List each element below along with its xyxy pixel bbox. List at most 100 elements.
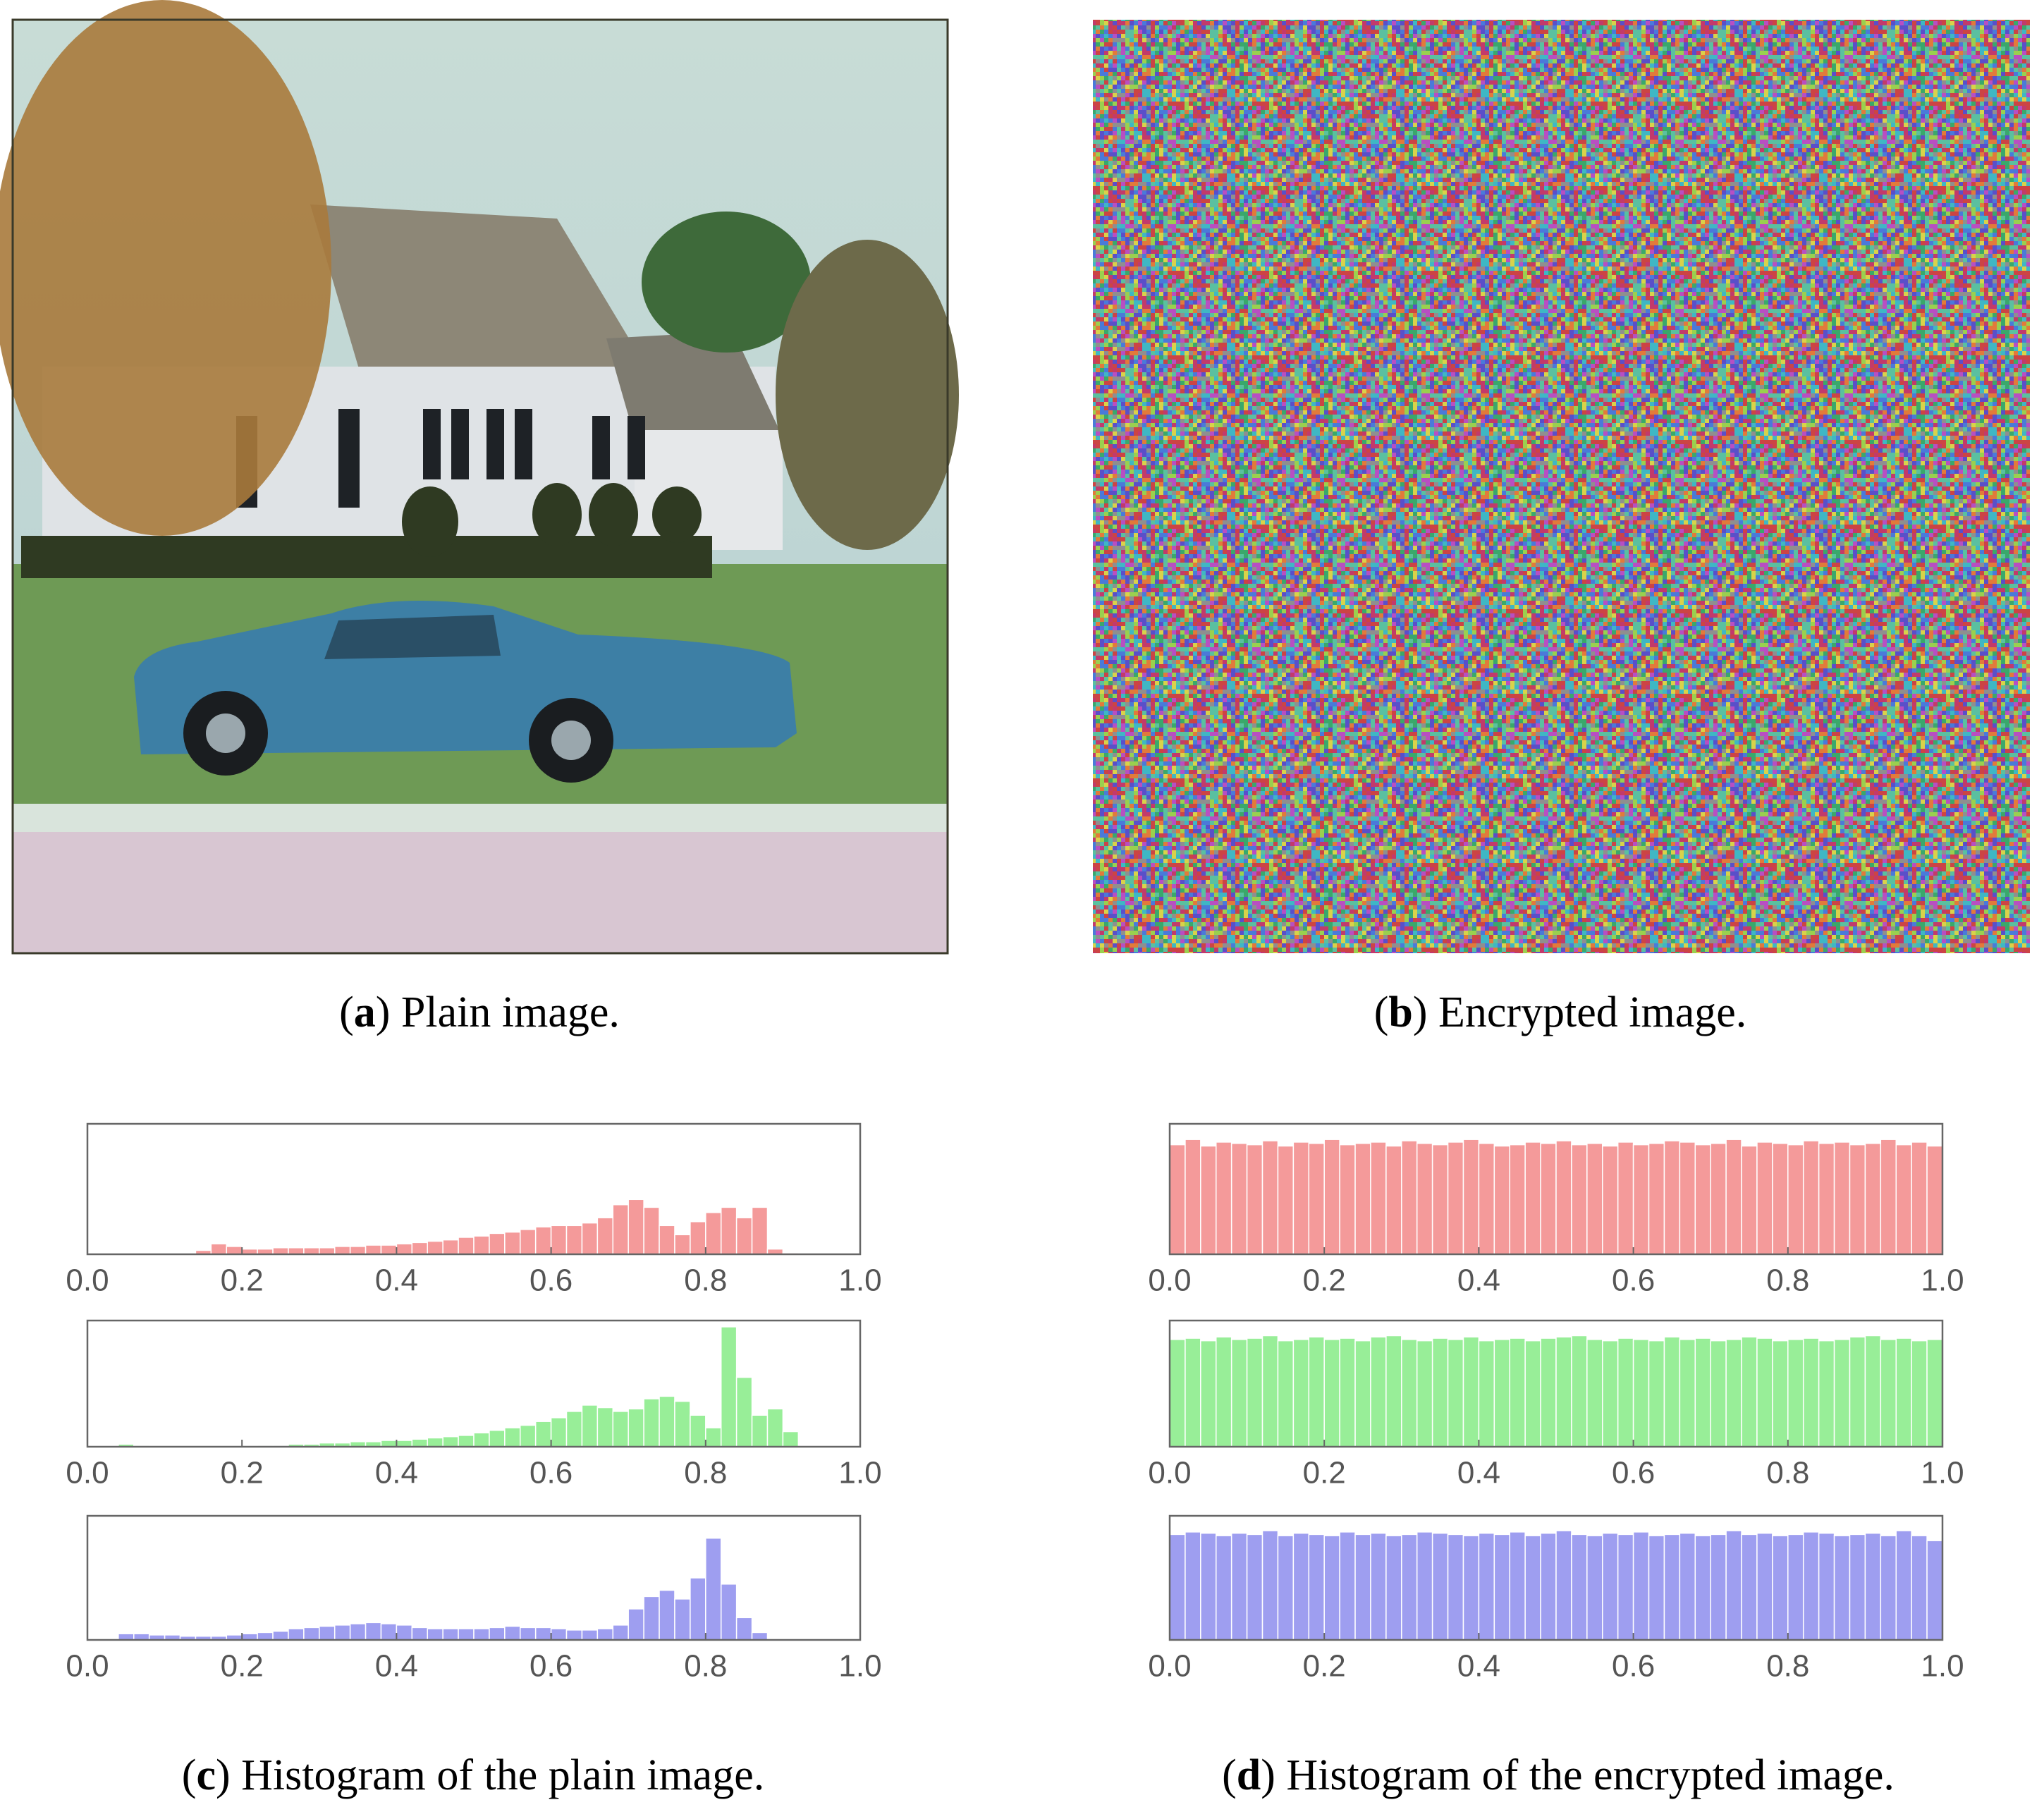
bar xyxy=(1926,1540,1943,1641)
bar xyxy=(735,1376,753,1447)
bar xyxy=(365,1244,382,1255)
border-strip xyxy=(13,804,948,832)
bar xyxy=(735,1217,753,1255)
bar xyxy=(1864,1143,1882,1255)
bar xyxy=(1602,1532,1619,1641)
trees xyxy=(0,0,959,550)
bar xyxy=(1509,1531,1526,1641)
histograms: 0.0 0.2 0.4 0.6 0.8 1.0 0.0 0.2 0.4 0.6 0.8 1.0 0.0 0… xyxy=(66,1122,1964,1684)
bar xyxy=(659,1589,675,1641)
bar xyxy=(1246,1144,1263,1255)
histogram: 0.0 0.2 0.4 0.6 0.8 1.0 xyxy=(66,1319,882,1490)
bar xyxy=(735,1617,753,1641)
caption-text: ) Histogram of the plain image. xyxy=(216,1751,764,1799)
x-tick-label: 0.8 xyxy=(1766,1649,1809,1684)
bar xyxy=(1323,1535,1340,1641)
bar xyxy=(1802,1531,1820,1641)
bar xyxy=(751,1414,769,1447)
bar xyxy=(1710,1340,1727,1447)
bar xyxy=(1663,1140,1681,1255)
bar xyxy=(628,1608,644,1641)
bar xyxy=(272,1247,289,1255)
bar xyxy=(1200,1532,1217,1641)
bar xyxy=(720,1584,738,1641)
plain-image xyxy=(0,0,959,955)
bar xyxy=(596,1217,614,1255)
bar xyxy=(489,1627,506,1641)
bar xyxy=(612,1204,629,1255)
bar xyxy=(1787,1339,1804,1447)
x-tick-label: 0.6 xyxy=(530,1649,573,1684)
bar xyxy=(380,1244,398,1255)
bar xyxy=(534,1627,552,1641)
bar xyxy=(1602,1340,1619,1447)
bar xyxy=(1849,1533,1866,1641)
x-tick-label: 0.0 xyxy=(66,1263,109,1298)
bar xyxy=(349,1623,367,1641)
bar xyxy=(1416,1143,1433,1255)
caption-label: b xyxy=(1388,988,1412,1036)
bar xyxy=(1555,1140,1572,1255)
plot-frame xyxy=(1168,1122,1944,1256)
bar xyxy=(1447,1533,1464,1641)
bar xyxy=(1833,1141,1851,1255)
bar xyxy=(1447,1339,1464,1447)
bar xyxy=(319,1625,336,1641)
bar xyxy=(473,1235,490,1255)
bar xyxy=(1741,1336,1758,1447)
bar xyxy=(1602,1145,1619,1255)
bar xyxy=(1555,1530,1572,1641)
bar xyxy=(1185,1337,1201,1447)
shrubs xyxy=(21,483,712,578)
bar xyxy=(1200,1145,1217,1255)
bar xyxy=(550,1628,568,1641)
histogram: 0.0 0.2 0.4 0.6 0.8 1.0 xyxy=(1148,1514,1964,1684)
bar xyxy=(1833,1535,1851,1641)
bar xyxy=(1849,1336,1866,1447)
bar xyxy=(241,1633,258,1641)
bar xyxy=(1725,1530,1742,1641)
bar xyxy=(1756,1141,1773,1255)
bar xyxy=(442,1239,459,1255)
plot-frame xyxy=(1168,1514,1944,1641)
bar xyxy=(1632,1531,1650,1641)
bar xyxy=(333,1624,351,1641)
bar xyxy=(1617,1533,1634,1641)
bar xyxy=(751,1206,769,1255)
bar xyxy=(1169,1339,1186,1447)
bar xyxy=(1880,1339,1897,1447)
bar xyxy=(396,1440,413,1447)
bar xyxy=(1493,1145,1510,1255)
bar xyxy=(333,1246,351,1255)
x-tick-label: 0.4 xyxy=(1457,1263,1500,1298)
bar xyxy=(1216,1141,1232,1255)
bar xyxy=(1401,1140,1418,1255)
bar xyxy=(1169,1144,1186,1255)
caption: (b) Encrypted image. xyxy=(1374,988,1747,1036)
bar xyxy=(690,1577,706,1641)
x-tick-label: 0.2 xyxy=(1303,1456,1346,1490)
bar xyxy=(1710,1533,1727,1641)
bar xyxy=(1230,1532,1248,1641)
bar xyxy=(674,1234,691,1255)
caption: (a) Plain image. xyxy=(339,988,620,1036)
bar xyxy=(1679,1532,1696,1641)
bar xyxy=(1216,1535,1232,1641)
bar xyxy=(534,1421,552,1447)
bar xyxy=(1586,1339,1603,1447)
bar xyxy=(1895,1337,1912,1447)
bar xyxy=(1617,1337,1634,1447)
bar xyxy=(659,1225,675,1255)
caption-text: ) Plain image. xyxy=(376,988,620,1036)
bar xyxy=(303,1247,320,1255)
bar xyxy=(1679,1141,1696,1255)
x-tick-label: 0.4 xyxy=(1457,1456,1500,1490)
x-tick-label: 0.2 xyxy=(221,1263,264,1298)
bar xyxy=(1292,1532,1310,1641)
x-tick-label: 0.6 xyxy=(1612,1456,1655,1490)
bar xyxy=(1385,1535,1402,1641)
bar xyxy=(1246,1337,1263,1447)
bar xyxy=(489,1232,506,1255)
bar xyxy=(1772,1535,1789,1641)
